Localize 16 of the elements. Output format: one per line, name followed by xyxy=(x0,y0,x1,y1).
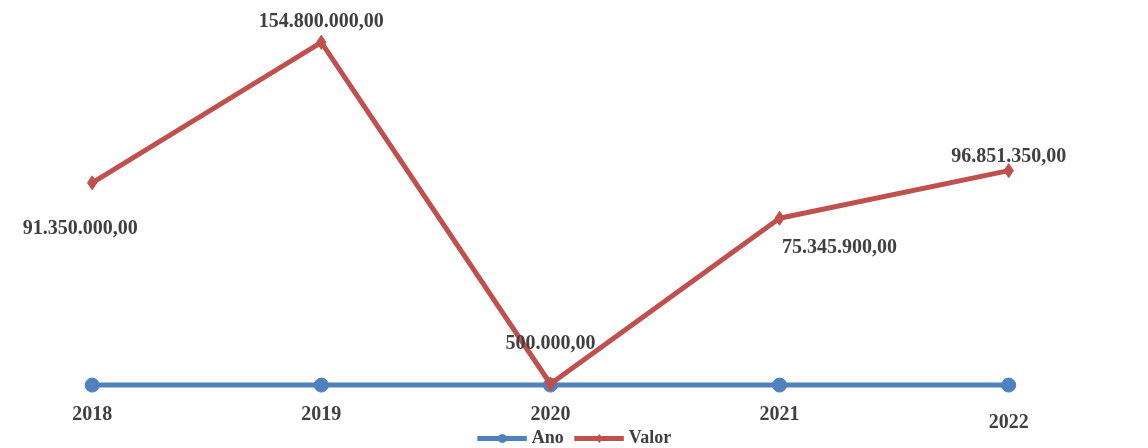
data-label: 91.350.000,00 xyxy=(22,215,138,238)
data-label: 96.851.350,00 xyxy=(951,143,1067,166)
data-label: 2020 xyxy=(530,402,571,425)
data-label: 2022 xyxy=(988,410,1029,433)
data-label: 2018 xyxy=(72,402,113,425)
point xyxy=(772,377,788,393)
legend-label: Valor xyxy=(628,427,672,448)
point xyxy=(86,175,98,191)
point xyxy=(313,377,329,393)
data-label: 75.345.900,00 xyxy=(782,235,898,258)
point xyxy=(1001,377,1017,393)
data-label: 2019 xyxy=(301,402,342,425)
point xyxy=(84,377,100,393)
data-label: 2021 xyxy=(759,402,800,425)
legend-label: Ano xyxy=(531,427,564,448)
data-label: 154.800.000,00 xyxy=(258,9,384,32)
